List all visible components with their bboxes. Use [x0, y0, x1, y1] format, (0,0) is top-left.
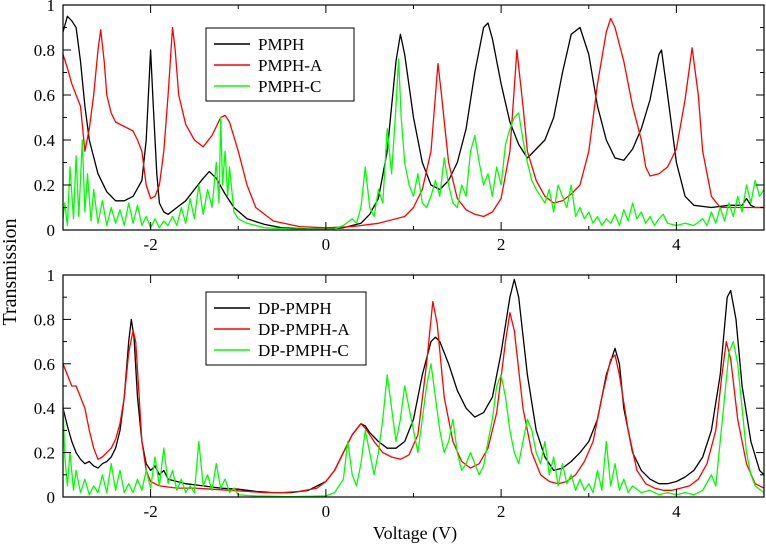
bottom-legend-label: DP-PMPH-A [258, 320, 350, 339]
top-y-tick-label: 0.8 [34, 41, 55, 60]
bottom-y-tick-label: 1 [47, 266, 56, 285]
top-legend-label: PMPH-C [258, 77, 321, 96]
bottom-series-dp-pmph-a [63, 300, 764, 494]
top-series-pmph-c [63, 58, 764, 230]
bottom-x-tick-label: 2 [497, 502, 506, 521]
top-y-tick-label: 0.6 [34, 86, 55, 105]
top-y-tick-label: 0.2 [34, 176, 55, 195]
bottom-y-tick-label: 0.8 [34, 310, 55, 329]
bottom-x-tick-label: 0 [322, 502, 331, 521]
bottom-x-tick-label: -2 [144, 502, 158, 521]
top-y-tick-label: 1 [47, 0, 56, 15]
bottom-y-tick-label: 0.6 [34, 355, 55, 374]
bottom-legend: DP-PMPH DP-PMPH-A DP-PMPH-C [205, 291, 367, 366]
top-series-group [63, 15, 764, 230]
bottom-y-tick-label: 0.4 [34, 399, 56, 418]
top-x-tick-label: 4 [672, 235, 681, 254]
top-legend-label: PMPH [258, 35, 304, 54]
top-y-tick-label: 0 [47, 221, 56, 240]
bottom-series-dp-pmph-c [63, 340, 764, 497]
bottom-x-tick-label: 4 [672, 502, 681, 521]
top-series-pmph-a [63, 17, 764, 229]
bottom-y-tick-label: 0.2 [34, 444, 55, 463]
bottom-series-dp-pmph [63, 278, 764, 494]
bottom-panel: -2 0 2 400.20.40.60.81DP-PMPHDP-PMPH-ADP-PM… [34, 266, 765, 521]
bottom-plot-frame [62, 274, 765, 498]
top-y-tick-label: 0.4 [34, 131, 56, 150]
bottom-legend-label: DP-PMPH-C [258, 341, 349, 360]
top-x-tick-label: 2 [497, 235, 506, 254]
top-x-tick-label: -2 [144, 235, 158, 254]
top-x-tick-label: 0 [322, 235, 331, 254]
bottom-legend-label: DP-PMPH [258, 299, 332, 318]
x-axis-label: Voltage (V) [373, 523, 457, 544]
y-axis-label: Transmission [0, 218, 21, 325]
top-series-pmph [63, 15, 764, 230]
top-legend: PMPH PMPH-A PMPH-C [205, 27, 355, 102]
bottom-y-tick-label: 0 [47, 488, 56, 507]
top-legend-label: PMPH-A [258, 56, 323, 75]
top-panel: -2 0 2 4 0 0.2 0.4 0.6 0.8 1 PMPH PMPH-A PMPH-C [34, 0, 765, 254]
bottom-series-group [63, 278, 764, 497]
